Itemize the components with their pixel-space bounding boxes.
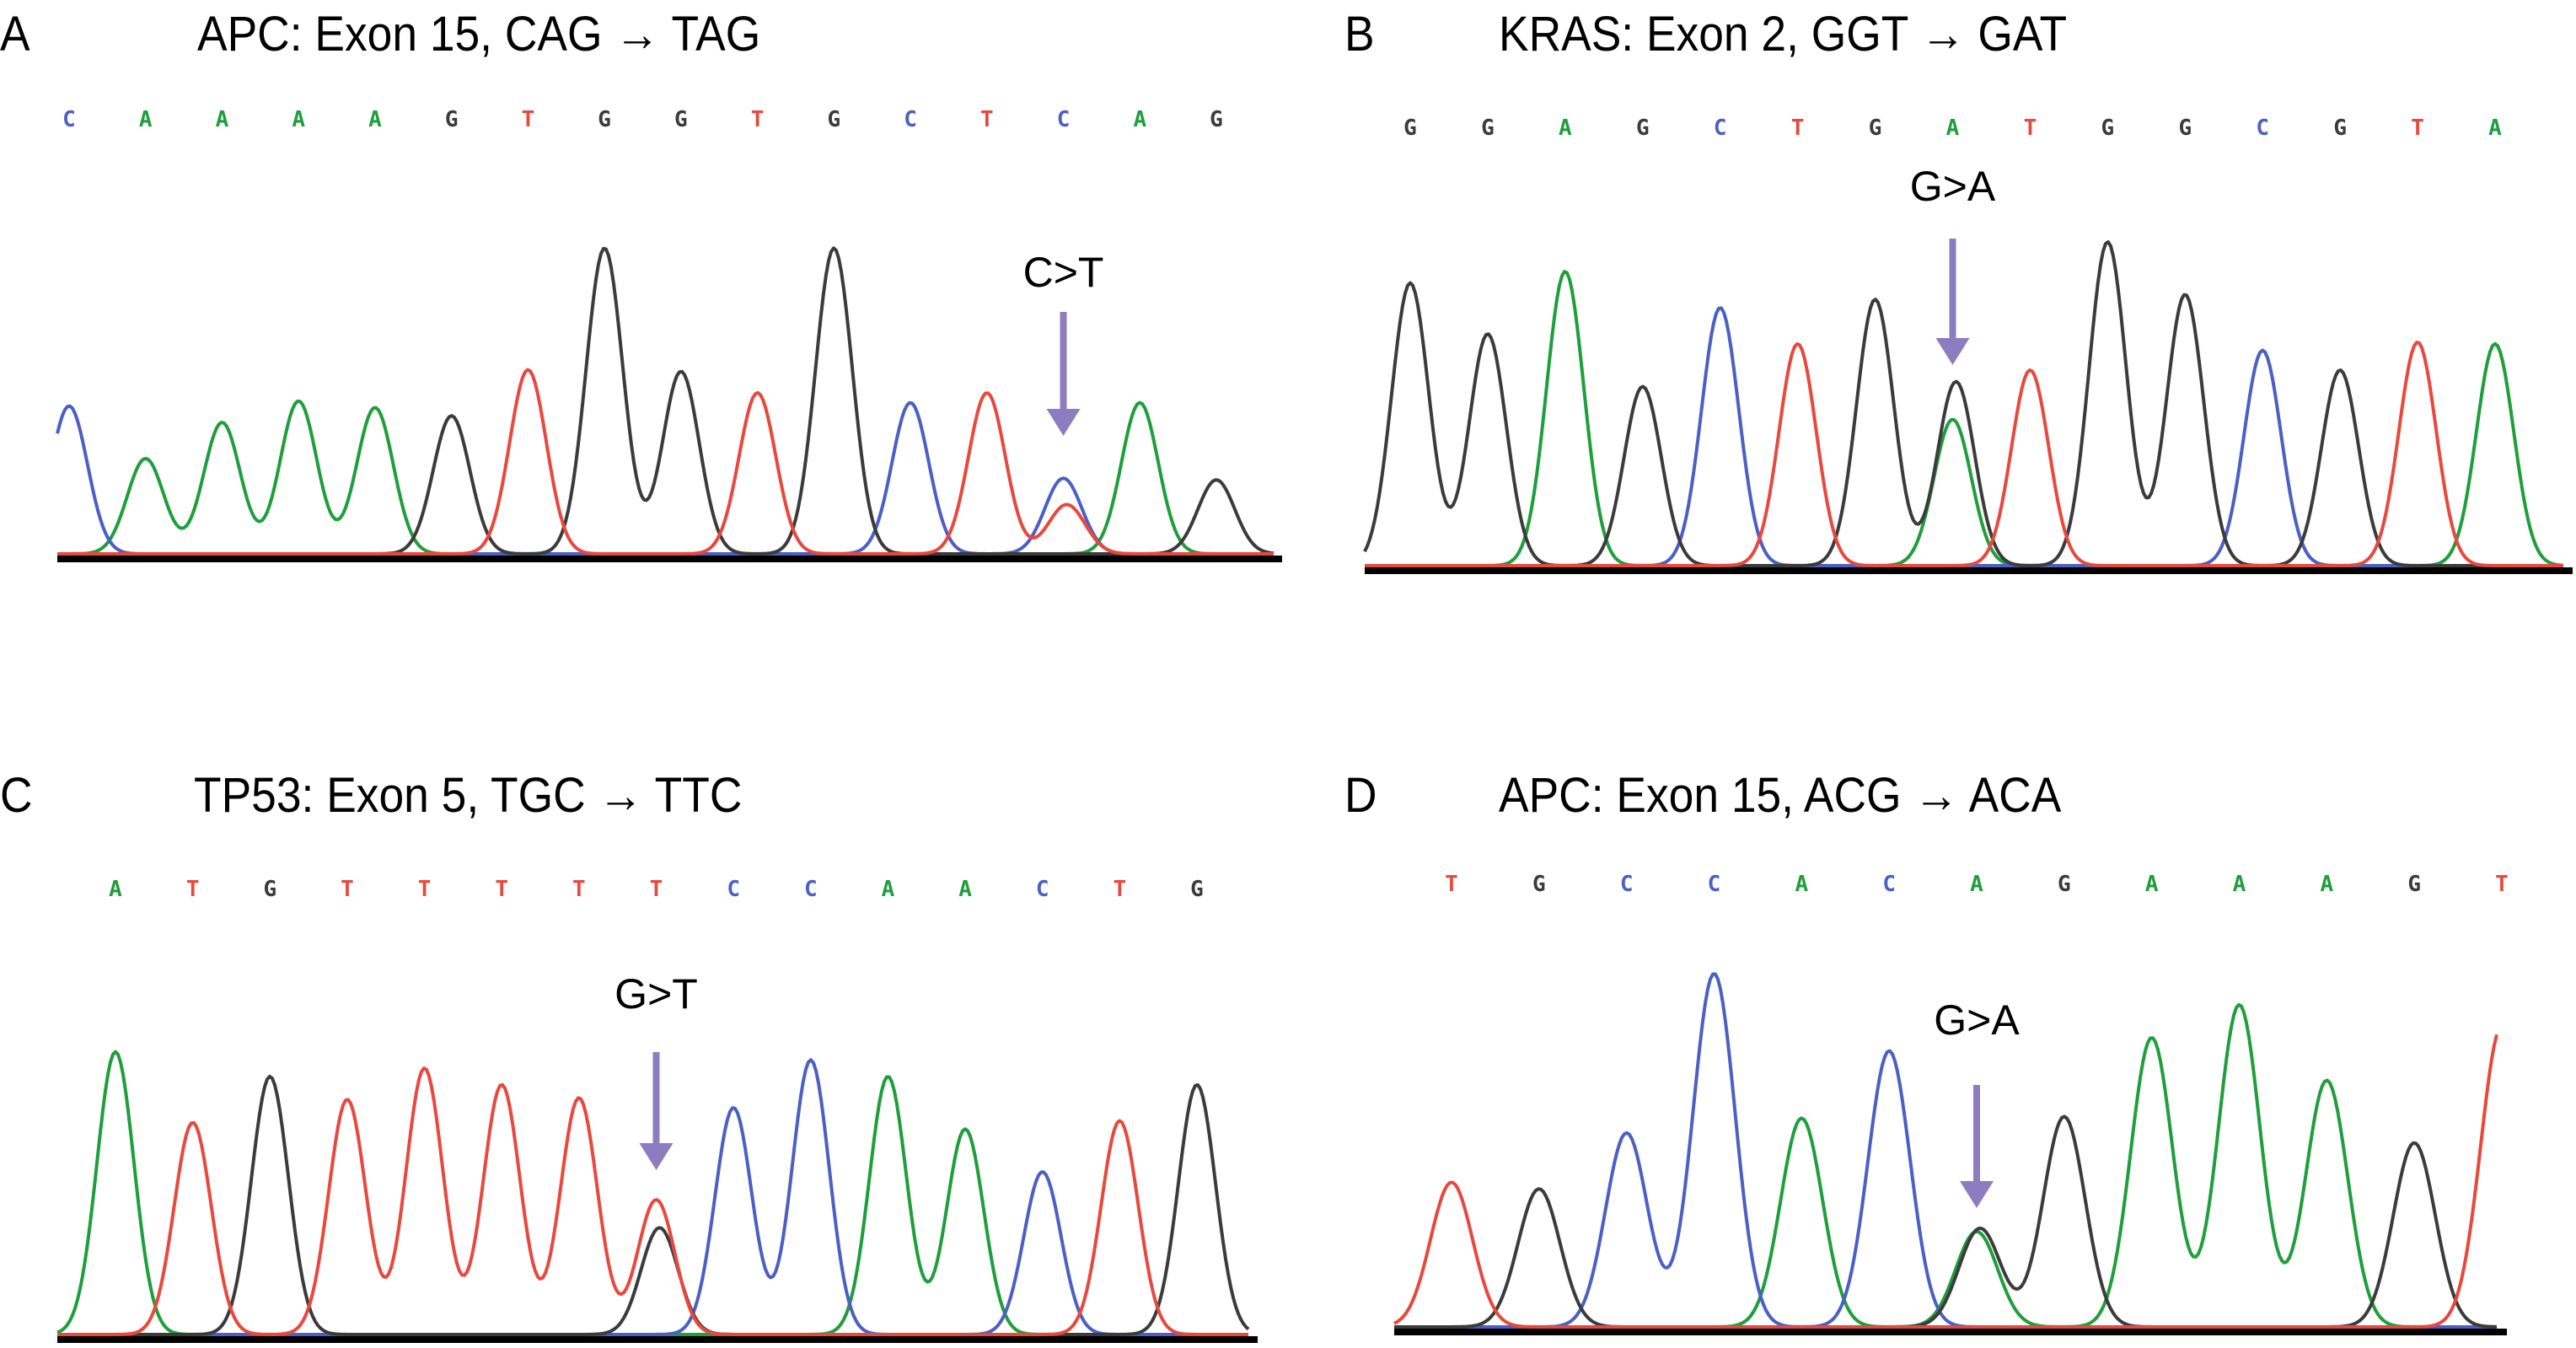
base-call-G: G (674, 107, 688, 132)
panel-b-chromatogram: G G A G C T G A T G G C G T A G>A (1363, 115, 2573, 574)
base-call-G: G (828, 107, 841, 132)
base-call-A: A (2233, 872, 2246, 897)
panel-d-label: D (1344, 768, 1377, 823)
base-call-T: T (495, 877, 508, 902)
base-call-G: G (1403, 115, 1417, 141)
base-call-G: G (1869, 115, 1882, 141)
mutation-arrowhead-icon (1935, 338, 1970, 365)
mutation-label: C>T (1023, 249, 1104, 296)
trace-T (1393, 1034, 2498, 1329)
base-call-C: C (1714, 115, 1727, 141)
base-call-A: A (216, 107, 229, 132)
base-call-T: T (751, 107, 765, 132)
base-call-T: T (572, 877, 586, 902)
base-call-T: T (1114, 877, 1127, 902)
base-call-G: G (2178, 115, 2192, 141)
panel-b-title: KRAS: Exon 2, GGT → GAT (1499, 7, 2068, 62)
base-call-G: G (1636, 115, 1650, 141)
base-call-C: C (1882, 872, 1896, 897)
base-call-T: T (1445, 872, 1458, 897)
base-call-T: T (2411, 115, 2424, 141)
base-call-G: G (445, 107, 459, 132)
trace-T (57, 368, 1274, 556)
panel-d-title: APC: Exon 15, ACG → ACA (1499, 768, 2062, 823)
panel-c-label: C (0, 768, 33, 823)
base-call-A: A (1946, 115, 1960, 141)
trace-A (1394, 1002, 2497, 1329)
base-call-T: T (2024, 115, 2037, 141)
panel-c-chromatogram: A T G T T T T T C C A A C T G G>T (56, 877, 1258, 1343)
base-call-G: G (263, 877, 276, 902)
base-call-A: A (882, 877, 895, 902)
base-call-C: C (62, 107, 76, 132)
base-call-C: C (904, 107, 917, 132)
trace-T (1365, 341, 2563, 567)
panel-c-title: TP53: Exon 5, TGC → TTC (194, 768, 743, 823)
panel-a-label: A (0, 7, 30, 62)
base-call-G: G (2058, 872, 2071, 897)
panel-a-chromatogram: C A A A A G T G G T G C T C A G C>T (56, 107, 1282, 562)
base-call-A: A (2145, 872, 2159, 897)
mutation-label: G>A (1910, 163, 1996, 210)
base-call-A: A (2321, 872, 2334, 897)
mutation-arrowhead-icon (1960, 1181, 1994, 1208)
base-call-G: G (1481, 115, 1495, 141)
base-call-G: G (2333, 115, 2347, 141)
base-call-T: T (980, 107, 994, 132)
base-call-A: A (1559, 115, 1572, 141)
base-call-T: T (1791, 115, 1805, 141)
base-call-G: G (1190, 877, 1204, 902)
base-call-C: C (1708, 872, 1721, 897)
base-call-A: A (1795, 872, 1809, 897)
mutation-arrowhead-icon (1046, 409, 1081, 436)
base-call-C: C (1036, 877, 1049, 902)
base-call-C: C (727, 877, 740, 902)
base-call-A: A (109, 877, 122, 902)
base-call-A: A (958, 877, 972, 902)
mutation-label: G>A (1934, 996, 2020, 1044)
base-call-T: T (341, 877, 354, 902)
base-call-G: G (2101, 115, 2115, 141)
panel-d-chromatogram: T G C C A C A G A A A G T G>A (1393, 872, 2509, 1335)
base-call-G: G (1210, 107, 1223, 132)
base-call-C: C (1057, 107, 1071, 132)
base-call-C: C (804, 877, 818, 902)
base-call-C: C (2256, 115, 2269, 141)
base-call-A: A (2488, 115, 2502, 141)
mutation-label: G>T (614, 970, 698, 1018)
base-call-T: T (186, 877, 200, 902)
base-call-A: A (1133, 107, 1146, 132)
panel-a-title: APC: Exon 15, CAG → TAG (197, 7, 761, 62)
base-call-T: T (2495, 872, 2509, 897)
trace-T (57, 1066, 1248, 1336)
base-call-A: A (139, 107, 153, 132)
base-call-T: T (522, 107, 535, 132)
base-call-G: G (2407, 872, 2421, 897)
base-call-T: T (650, 877, 663, 902)
base-call-A: A (1970, 872, 1983, 897)
base-call-A: A (292, 107, 305, 132)
panel-b-label: B (1344, 7, 1375, 62)
base-call-G: G (1532, 872, 1546, 897)
base-call-G: G (598, 107, 611, 132)
base-call-C: C (1620, 872, 1634, 897)
base-call-A: A (368, 107, 382, 132)
base-call-T: T (418, 877, 432, 902)
mutation-arrowhead-icon (639, 1143, 674, 1170)
